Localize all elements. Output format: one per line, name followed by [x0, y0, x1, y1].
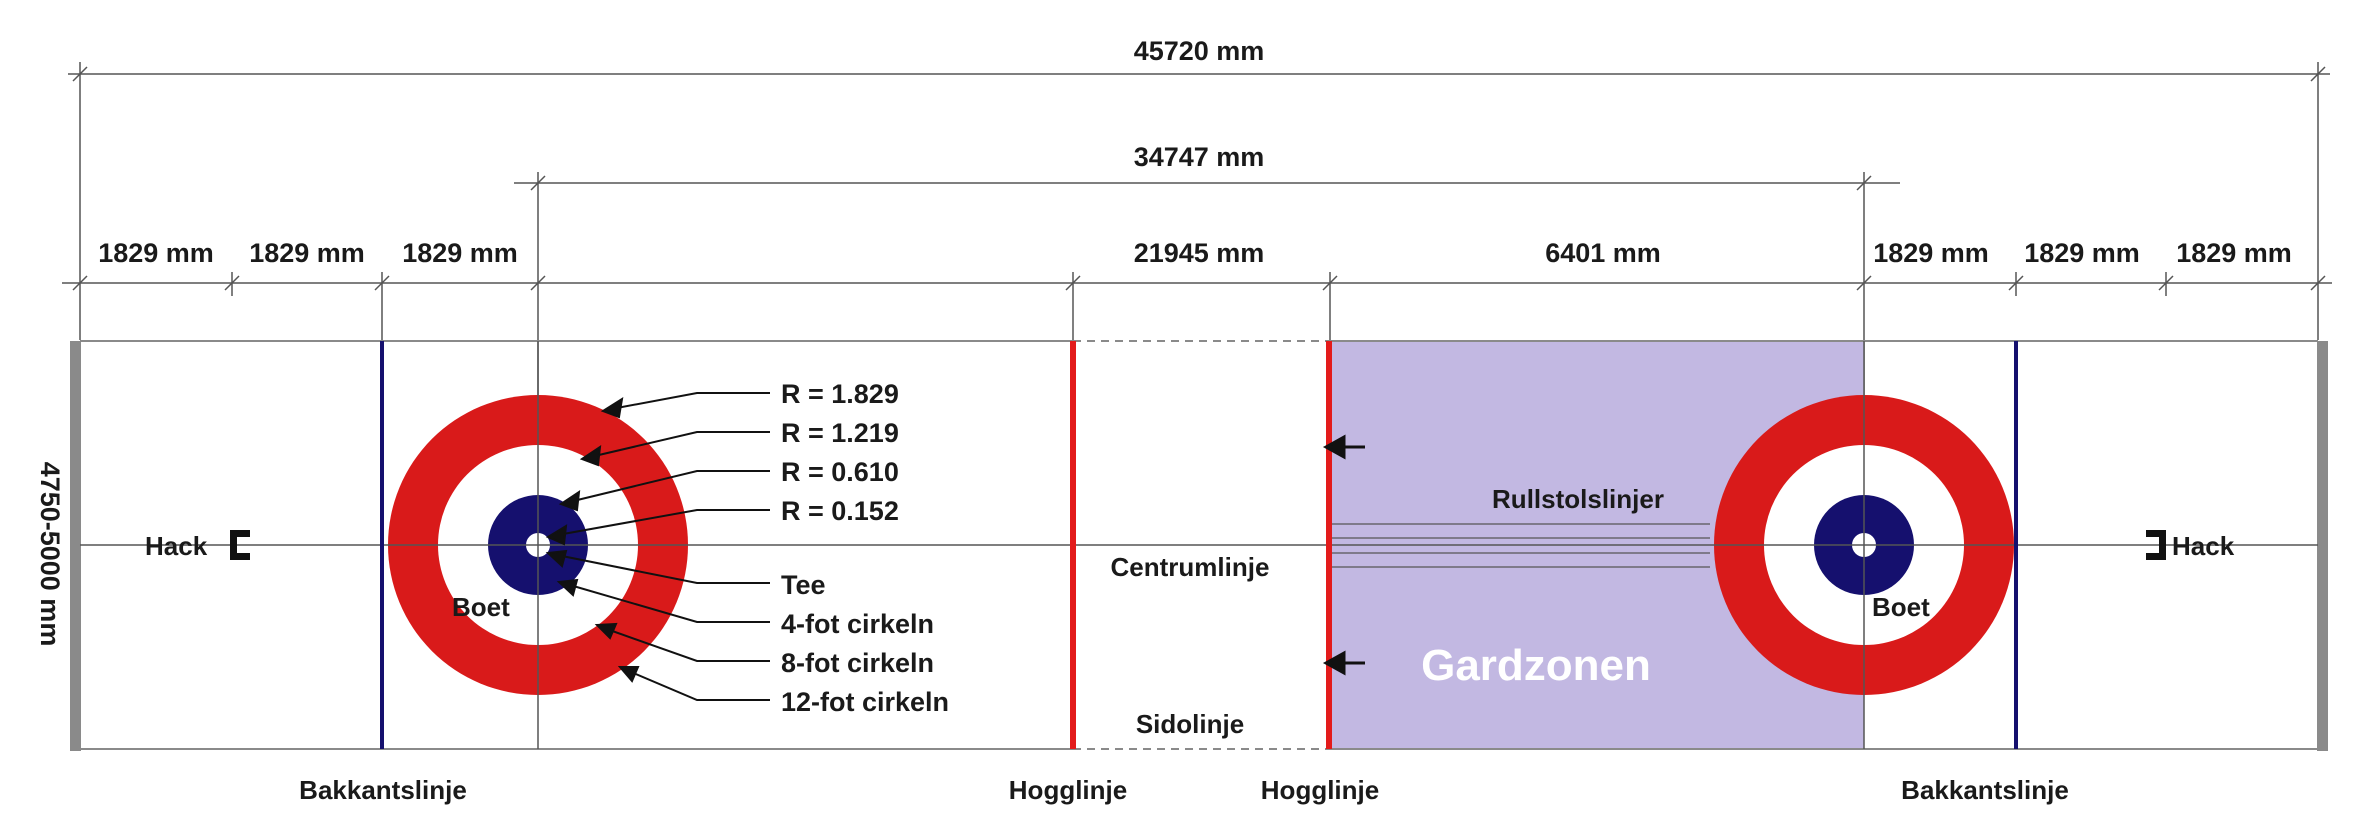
end-border-left	[70, 341, 81, 751]
label-hack-left: Hack	[145, 531, 208, 561]
arrow-icon	[1322, 434, 1346, 460]
label-twelve-foot: 12-fot cirkeln	[781, 687, 949, 717]
label-eight-foot: 8-fot cirkeln	[781, 648, 934, 678]
label-r-1829: R = 1.829	[781, 379, 899, 409]
label-hog-line-right: Hogglinje	[1261, 775, 1379, 805]
dimension-lines	[62, 62, 2332, 545]
dimension-segment-right-2: 1829 mm	[2024, 238, 2140, 268]
label-r-0152: R = 0.152	[781, 496, 899, 526]
label-hog-line-left: Hogglinje	[1009, 775, 1127, 805]
hack-left	[230, 530, 250, 560]
dimension-segment-left-1: 1829 mm	[98, 238, 214, 268]
hog-line-arrows	[1322, 434, 1365, 676]
label-four-foot: 4-fot cirkeln	[781, 609, 934, 639]
label-boet-left: Boet	[452, 592, 510, 622]
label-boet-right: Boet	[1872, 592, 1930, 622]
label-back-line-left: Bakkantslinje	[299, 775, 467, 805]
end-border-right	[2317, 341, 2328, 751]
label-hack-right: Hack	[2172, 531, 2235, 561]
dimension-tee-to-tee: 34747 mm	[1134, 142, 1265, 172]
dimension-total: 45720 mm	[1134, 36, 1265, 66]
label-tee: Tee	[781, 570, 826, 600]
label-side-line: Sidolinje	[1136, 709, 1244, 739]
ring-leaders	[545, 392, 770, 701]
dimension-segment-right-1: 1829 mm	[1873, 238, 1989, 268]
dimension-segment-left-3: 1829 mm	[402, 238, 518, 268]
dimension-segment-middle: 21945 mm	[1134, 238, 1265, 268]
dimension-segment-left-2: 1829 mm	[249, 238, 365, 268]
label-r-1219: R = 1.219	[781, 418, 899, 448]
dimension-width: 4750-5000 mm	[35, 462, 65, 647]
label-guard-zone: Gardzonen	[1421, 641, 1651, 690]
sheet	[70, 340, 2328, 751]
dimension-segment-guard: 6401 mm	[1545, 238, 1661, 268]
arrow-icon	[1322, 650, 1346, 676]
label-wheelchair-lines: Rullstolslinjer	[1492, 484, 1664, 514]
dimension-segment-right-3: 1829 mm	[2176, 238, 2292, 268]
hack-right	[2146, 530, 2166, 560]
label-back-line-right: Bakkantslinje	[1901, 775, 2069, 805]
label-r-0610: R = 0.610	[781, 457, 899, 487]
label-centre-line: Centrumlinje	[1111, 552, 1270, 582]
